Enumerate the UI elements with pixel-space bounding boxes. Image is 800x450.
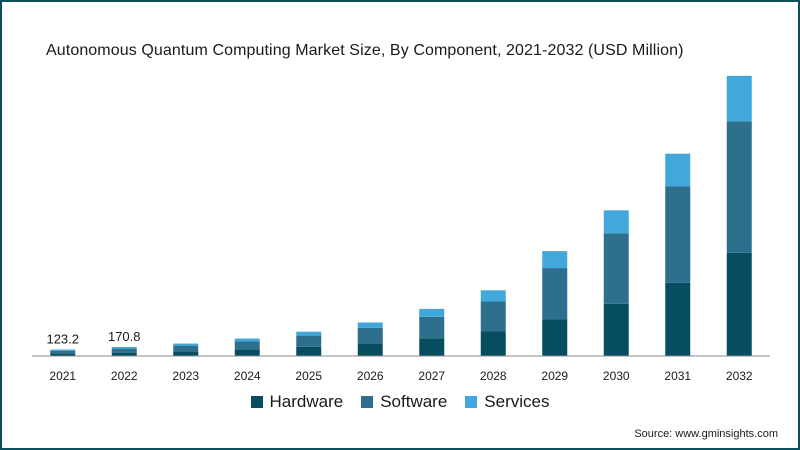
bar-software-2030 [603, 233, 629, 304]
bar-software-2027 [419, 316, 445, 339]
x-tick-label-2024: 2024 [234, 369, 261, 383]
bar-services-2030 [603, 210, 629, 234]
bar-services-2024 [234, 338, 260, 342]
bar-hardware-2027 [419, 338, 445, 356]
bar-services-2022 [111, 346, 137, 349]
bar-services-2026 [357, 322, 383, 328]
x-tick-label-2030: 2030 [603, 369, 630, 383]
legend-swatch-software [361, 396, 374, 408]
legend-label-services: Services [484, 392, 550, 411]
bar-services-2021 [50, 349, 76, 351]
x-tick-label-2026: 2026 [357, 369, 384, 383]
bar-hardware-2029 [542, 319, 568, 356]
bar-services-2027 [419, 308, 445, 317]
x-tick-label-2028: 2028 [480, 369, 507, 383]
bar-software-2022 [111, 348, 137, 353]
x-tick-label-2027: 2027 [418, 369, 445, 383]
bar-hardware-2023 [173, 351, 199, 356]
bar-software-2024 [234, 341, 260, 350]
x-tick-label-2029: 2029 [541, 369, 568, 383]
bar-software-2021 [50, 350, 76, 354]
bar-hardware-2021 [50, 353, 76, 356]
x-tick-label-2032: 2032 [726, 369, 753, 383]
x-tick-label-2021: 2021 [49, 369, 76, 383]
legend-swatch-hardware [250, 396, 263, 408]
bar-services-2032 [726, 75, 752, 122]
bar-software-2032 [726, 121, 752, 253]
bar-hardware-2025 [296, 346, 322, 356]
x-tick-label-2023: 2023 [172, 369, 199, 383]
bar-software-2025 [296, 335, 322, 347]
bar-services-2025 [296, 331, 322, 336]
legend-label-hardware: Hardware [269, 392, 344, 411]
x-tick-label-2025: 2025 [295, 369, 322, 383]
bar-software-2031 [665, 186, 691, 283]
legend-label-software: Software [380, 392, 448, 411]
data-label-2022: 170.8 [108, 329, 141, 344]
bar-services-2031 [665, 153, 691, 187]
bar-services-2023 [173, 343, 199, 346]
legend-item-hardware: Hardware [250, 392, 344, 412]
bar-software-2029 [542, 268, 568, 320]
bar-hardware-2028 [480, 331, 506, 356]
bar-software-2028 [480, 301, 506, 332]
legend-item-services: Services [465, 392, 549, 412]
bars-group [50, 75, 752, 356]
bar-hardware-2032 [726, 252, 752, 356]
bar-hardware-2022 [111, 352, 137, 356]
chart-title: Autonomous Quantum Computing Market Size… [46, 42, 684, 59]
bar-services-2028 [480, 290, 506, 302]
bar-services-2029 [542, 251, 568, 269]
legend-item-software: Software [361, 392, 447, 412]
x-tick-labels: 2021 2022 2023 2024 2025 2026 2027 2028 2029 2030… [49, 369, 753, 383]
bar-hardware-2031 [665, 282, 691, 356]
bar-hardware-2030 [603, 303, 629, 356]
x-tick-label-2022: 2022 [111, 369, 138, 383]
bar-hardware-2024 [234, 349, 260, 356]
x-tick-label-2031: 2031 [664, 369, 691, 383]
bar-software-2026 [357, 327, 383, 344]
source-note: Source: www.gminsights.com [634, 428, 778, 440]
legend: Hardware Software Services [0, 392, 800, 412]
data-label-2021: 123.2 [46, 331, 79, 346]
bar-hardware-2026 [357, 343, 383, 356]
legend-swatch-services [465, 396, 478, 408]
data-labels: 123.2 170.8 [46, 329, 140, 347]
bar-software-2023 [173, 345, 199, 352]
